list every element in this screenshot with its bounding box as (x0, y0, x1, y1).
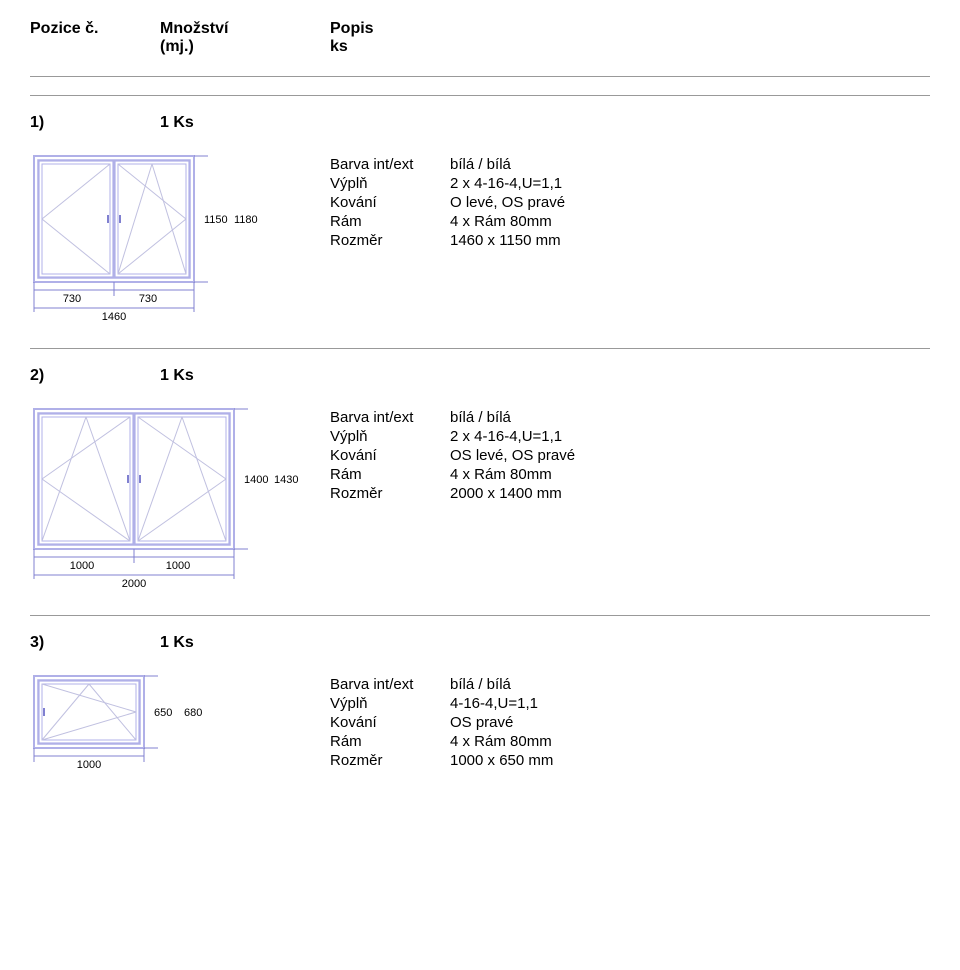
spec-value: bílá / bílá (450, 409, 930, 426)
spec-label: Výplň (330, 428, 450, 445)
spec-label: Kování (330, 714, 450, 731)
drawing-container: 650 680 1000 (30, 670, 330, 776)
spec-value: 4 x Rám 80mm (450, 733, 930, 750)
item-header: 3) 1 Ks (30, 634, 930, 652)
svg-text:650: 650 (154, 707, 172, 719)
spec-row: KováníO levé, OS pravé (330, 194, 930, 211)
item-header: 1) 1 Ks (30, 114, 930, 132)
page: Pozice č. Množství (mj.) Popis ks 1) 1 K… (0, 0, 960, 826)
drawing-container: 1400 1430 1000 1000 2000 (30, 403, 330, 595)
svg-text:680: 680 (184, 707, 202, 719)
item-pos-number: 3) (30, 634, 160, 652)
spec-value: OS levé, OS pravé (450, 447, 930, 464)
spec-value: 4 x Rám 80mm (450, 466, 930, 483)
spec-value: 2 x 4-16-4,U=1,1 (450, 175, 930, 192)
spec-value: 2000 x 1400 mm (450, 485, 930, 502)
spec-row: Výplň2 x 4-16-4,U=1,1 (330, 428, 930, 445)
svg-text:2000: 2000 (122, 578, 146, 590)
spec-row: Rám4 x Rám 80mm (330, 466, 930, 483)
svg-text:1430: 1430 (274, 474, 298, 486)
spec-row: Rozměr2000 x 1400 mm (330, 485, 930, 502)
divider (30, 76, 930, 77)
svg-text:1400: 1400 (244, 474, 268, 486)
spec-list: Barva int/extbílá / bíláVýplň2 x 4-16-4,… (330, 150, 930, 251)
svg-text:730: 730 (139, 293, 157, 305)
svg-text:1460: 1460 (102, 311, 126, 323)
spec-value: bílá / bílá (450, 676, 930, 693)
spec-label: Rozměr (330, 232, 450, 249)
svg-text:1000: 1000 (166, 560, 190, 572)
spec-label: Rám (330, 466, 450, 483)
spec-row: Rám4 x Rám 80mm (330, 733, 930, 750)
header-col-pozice: Pozice č. (30, 20, 160, 56)
header-col-mnozstvi: Množství (mj.) (160, 20, 330, 56)
header-row: Pozice č. Množství (mj.) Popis ks (30, 20, 930, 56)
item-qty: 1 Ks (160, 114, 330, 132)
spec-label: Barva int/ext (330, 676, 450, 693)
spec-value: OS pravé (450, 714, 930, 731)
header-pozice-label: Pozice č. (30, 20, 160, 38)
spec-value: 4 x Rám 80mm (450, 213, 930, 230)
spec-row: Rozměr1460 x 1150 mm (330, 232, 930, 249)
item-qty: 1 Ks (160, 634, 330, 652)
item-2: 2) 1 Ks 1400 1430 1000 1000 2000 Barva int/e… (30, 367, 930, 595)
header-mnozstvi-line1: Množství (160, 20, 330, 38)
item-body: 1150 1180 730 730 1460 Barva int/extbílá / b… (30, 150, 930, 328)
item-3: 3) 1 Ks 650 680 1000 Barva int/extbílá / b… (30, 634, 930, 776)
spec-value: 1460 x 1150 mm (450, 232, 930, 249)
spec-label: Rozměr (330, 752, 450, 769)
svg-text:1000: 1000 (70, 560, 94, 572)
spec-row: Barva int/extbílá / bílá (330, 676, 930, 693)
spec-list: Barva int/extbílá / bíláVýplň4-16-4,U=1,… (330, 670, 930, 771)
divider (30, 348, 930, 349)
divider (30, 615, 930, 616)
spec-label: Rám (330, 213, 450, 230)
drawing-container: 1150 1180 730 730 1460 (30, 150, 330, 328)
spec-label: Rám (330, 733, 450, 750)
header-popis-line1: Popis (330, 20, 930, 38)
svg-text:1150: 1150 (204, 214, 228, 226)
svg-text:1180: 1180 (234, 214, 258, 226)
spec-value: 2 x 4-16-4,U=1,1 (450, 428, 930, 445)
spec-value: O levé, OS pravé (450, 194, 930, 211)
header-popis-line2: ks (330, 38, 930, 56)
spec-row: Výplň4-16-4,U=1,1 (330, 695, 930, 712)
spec-list: Barva int/extbílá / bíláVýplň2 x 4-16-4,… (330, 403, 930, 504)
spec-label: Kování (330, 447, 450, 464)
spec-row: Barva int/extbílá / bílá (330, 409, 930, 426)
spec-label: Výplň (330, 175, 450, 192)
spec-value: bílá / bílá (450, 156, 930, 173)
spec-row: Rozměr1000 x 650 mm (330, 752, 930, 769)
window-drawing: 650 680 1000 (30, 674, 214, 776)
item-pos-number: 1) (30, 114, 160, 132)
window-drawing: 1150 1180 730 730 1460 (30, 154, 264, 328)
item-1: 1) 1 Ks 1150 1180 730 730 1460 Barva int/ext… (30, 114, 930, 328)
spec-value: 1000 x 650 mm (450, 752, 930, 769)
svg-text:730: 730 (63, 293, 81, 305)
spec-row: KováníOS levé, OS pravé (330, 447, 930, 464)
item-qty: 1 Ks (160, 367, 330, 385)
header-col-popis: Popis ks (330, 20, 930, 56)
spec-row: Rám4 x Rám 80mm (330, 213, 930, 230)
item-body: 1400 1430 1000 1000 2000 Barva int/extbílá /… (30, 403, 930, 595)
spec-label: Barva int/ext (330, 156, 450, 173)
spec-row: KováníOS pravé (330, 714, 930, 731)
divider (30, 95, 930, 96)
spec-label: Výplň (330, 695, 450, 712)
header-mnozstvi-line2: (mj.) (160, 38, 330, 56)
spec-value: 4-16-4,U=1,1 (450, 695, 930, 712)
spec-label: Rozměr (330, 485, 450, 502)
item-body: 6506801000 Barva int/extbílá / bíláVýplň… (30, 670, 930, 776)
svg-text:1000: 1000 (77, 759, 101, 771)
item-pos-number: 2) (30, 367, 160, 385)
item-header: 2) 1 Ks (30, 367, 930, 385)
window-drawing: 1400 1430 1000 1000 2000 (30, 407, 304, 595)
spec-row: Barva int/extbílá / bílá (330, 156, 930, 173)
spec-label: Kování (330, 194, 450, 211)
spec-label: Barva int/ext (330, 409, 450, 426)
spec-row: Výplň2 x 4-16-4,U=1,1 (330, 175, 930, 192)
